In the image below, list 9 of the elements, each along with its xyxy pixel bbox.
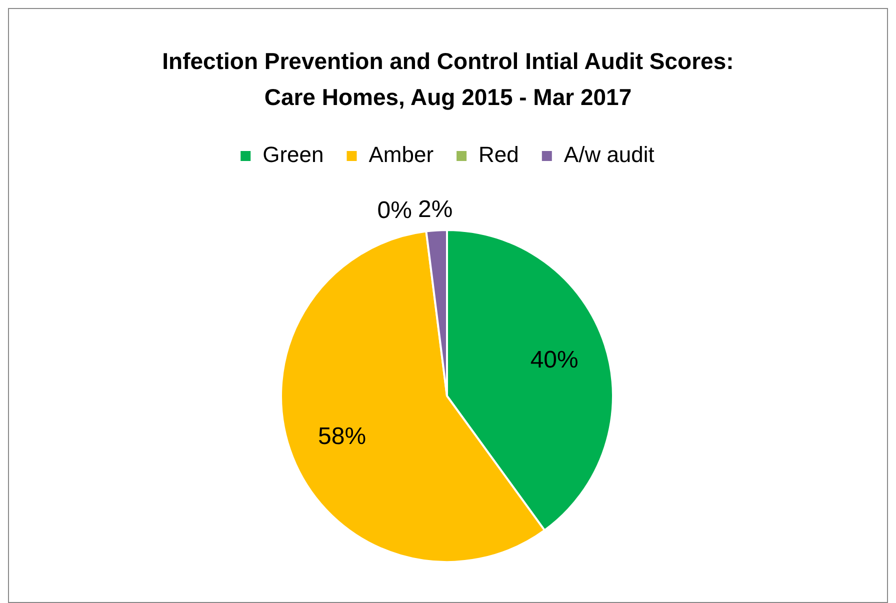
data-label: 58%	[318, 423, 366, 450]
legend-label: Amber	[368, 142, 434, 168]
legend-label: Green	[262, 142, 324, 168]
legend-label: Red	[478, 142, 519, 168]
legend-label: A/w audit	[564, 142, 654, 168]
data-label: 40%	[530, 346, 578, 374]
data-label: 2%	[418, 196, 453, 223]
chart-title: Infection Prevention and Control Intial Audit Scores: Care Homes, Aug 2015 - Mar 2017	[161, 47, 735, 112]
text: 0%	[377, 197, 412, 224]
